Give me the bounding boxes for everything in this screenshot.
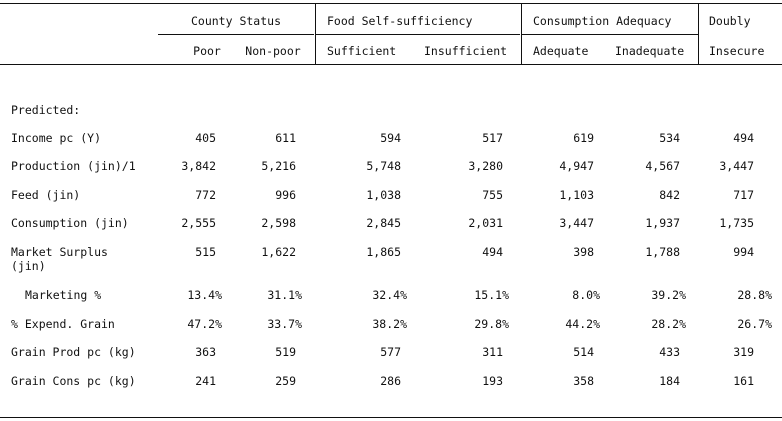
cell: 755 (482, 188, 503, 202)
subhead-poor: Poor (193, 44, 221, 58)
cell: 286 (380, 374, 401, 388)
cell: 619 (573, 131, 594, 145)
cell: 39.2% (651, 288, 686, 302)
group-county-status: County Status (190, 14, 281, 28)
cell: 4,567 (645, 159, 680, 173)
cell: 1,937 (645, 216, 680, 230)
cell: 3,842 (181, 159, 216, 173)
row-label: Grain Prod pc (kg) (11, 345, 136, 359)
cell: 4,947 (559, 159, 594, 173)
row-label: Market Surplus (11, 245, 108, 259)
cell: 842 (659, 188, 680, 202)
cell: 3,280 (468, 159, 503, 173)
cell: 2,845 (366, 216, 401, 230)
cell: 28.8% (737, 288, 772, 302)
cell: 358 (573, 374, 594, 388)
cell: 184 (659, 374, 680, 388)
cell: 494 (733, 131, 754, 145)
cell: 5,748 (366, 159, 401, 173)
cell: 772 (195, 188, 216, 202)
subhead-insufficient: Insufficient (424, 44, 508, 58)
group-underline-consumption (522, 34, 698, 35)
cell: 1,622 (261, 245, 296, 259)
cell: 515 (195, 245, 216, 259)
cell: 405 (195, 131, 216, 145)
cell: 38.2% (372, 317, 407, 331)
cell: 47.2% (187, 317, 222, 331)
header-bottom-rule (0, 64, 782, 65)
cell: 8.0% (572, 288, 600, 302)
cell: 594 (380, 131, 401, 145)
cell: 1,865 (366, 245, 401, 259)
cell: 1,038 (366, 188, 401, 202)
subhead-inadequate: Inadequate (615, 44, 685, 58)
subhead-non-poor: Non-poor (245, 44, 301, 58)
cell: 15.1% (474, 288, 509, 302)
group-consumption-adequacy: Consumption Adequacy (533, 14, 672, 28)
cell: 398 (573, 245, 594, 259)
cell: 611 (275, 131, 296, 145)
vsep-2 (521, 3, 522, 64)
group-underline-county (158, 34, 314, 35)
cell: 994 (733, 245, 754, 259)
section-label-predicted: Predicted: (11, 103, 81, 117)
row-label-continuation: (jin) (11, 259, 46, 273)
bottom-rule (0, 417, 782, 418)
cell: 1,103 (559, 188, 594, 202)
cell: 193 (482, 374, 503, 388)
group-underline-food (316, 34, 520, 35)
row-label: Production (jin)/1 (11, 159, 136, 173)
group-food-self-sufficiency: Food Self-sufficiency (327, 14, 473, 28)
row-label: Consumption (jin) (11, 216, 129, 230)
row-label: Feed (jin) (11, 188, 81, 202)
row-label: Grain Cons pc (kg) (11, 374, 136, 388)
cell: 26.7% (737, 317, 772, 331)
group-doubly: Doubly (709, 14, 751, 28)
row-label: % Expend. Grain (11, 317, 115, 331)
cell: 13.4% (187, 288, 222, 302)
cell: 577 (380, 345, 401, 359)
cell: 433 (659, 345, 680, 359)
cell: 514 (573, 345, 594, 359)
cell: 494 (482, 245, 503, 259)
vsep-3 (698, 3, 699, 64)
cell: 311 (482, 345, 503, 359)
cell: 1,788 (645, 245, 680, 259)
cell: 29.8% (474, 317, 509, 331)
cell: 161 (733, 374, 754, 388)
cell: 3,447 (559, 216, 594, 230)
cell: 519 (275, 345, 296, 359)
cell: 259 (275, 374, 296, 388)
subhead-sufficient: Sufficient (327, 44, 397, 58)
cell: 2,555 (181, 216, 216, 230)
cell: 31.1% (267, 288, 302, 302)
cell: 534 (659, 131, 680, 145)
cell: 363 (195, 345, 216, 359)
cell: 717 (733, 188, 754, 202)
cell: 1,735 (719, 216, 754, 230)
cell: 241 (195, 374, 216, 388)
cell: 2,031 (468, 216, 503, 230)
top-rule (0, 3, 782, 4)
cell: 32.4% (372, 288, 407, 302)
row-label: Income pc (Y) (11, 131, 102, 145)
vsep-1 (315, 3, 316, 64)
cell: 33.7% (267, 317, 302, 331)
cell: 2,598 (261, 216, 296, 230)
cell: 996 (275, 188, 296, 202)
cell: 319 (733, 345, 754, 359)
cell: 44.2% (565, 317, 600, 331)
cell: 5,216 (261, 159, 296, 173)
subhead-insecure: Insecure (709, 44, 765, 58)
row-label: Marketing % (25, 288, 102, 302)
subhead-adequate: Adequate (533, 44, 589, 58)
cell: 28.2% (651, 317, 686, 331)
cell: 3,447 (719, 159, 754, 173)
cell: 517 (482, 131, 503, 145)
